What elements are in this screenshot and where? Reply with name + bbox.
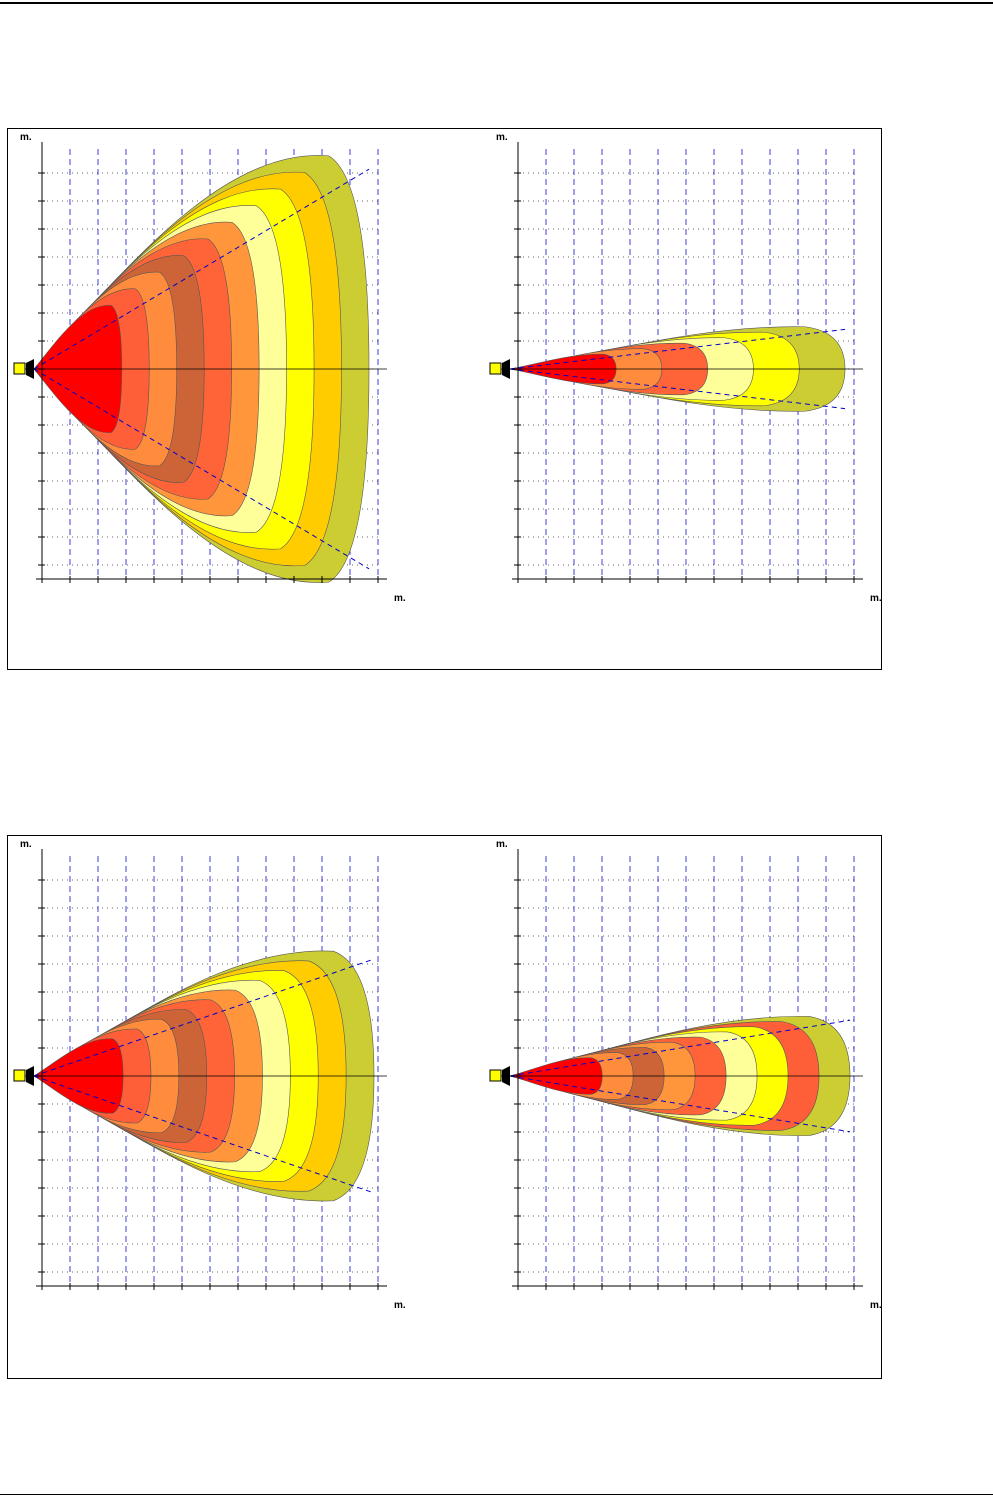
figure-1-plot-narrow-vertical-sensor (489, 362, 502, 375)
figure-1-plot-wide-horizontal-sensor-horn (26, 359, 34, 379)
figure-1-plot-narrow-vertical-y-unit-label: m. (496, 132, 508, 143)
figure-2-plot-medium-vertical-sensor-horn (502, 1066, 510, 1086)
figure-2-plot-medium-horizontal-x-unit-label: m. (394, 1300, 406, 1311)
figure-2-plot-medium-horizontal-y-unit-label: m. (20, 839, 32, 850)
figure-1-plot-wide-horizontal: m. m. (13, 132, 406, 604)
figure-2-plot-medium-horizontal-envelope-top (33, 958, 375, 1077)
figure-2-plot-medium-vertical-y-unit-label: m. (496, 839, 508, 850)
bottom-rule (0, 1494, 993, 1495)
figure-2-plot-medium-horizontal: m. m. (13, 839, 406, 1311)
figure-1-svg: m. m. m. m. (13, 132, 881, 604)
figure-2-plot-medium-horizontal-sensor-horn (26, 1066, 34, 1086)
figure-1-plot-narrow-vertical-x-unit-label: m. (870, 593, 881, 604)
figure-1-plot-wide-horizontal-envelope-top (33, 168, 370, 370)
figure-2-svg: m. m. m. m. (13, 839, 881, 1311)
figure-1-plot-wide-horizontal-sensor (13, 362, 26, 375)
figure-1-plot-wide-horizontal-y-unit-label: m. (20, 132, 32, 143)
figure-2-panel: m. m. m. m. (7, 835, 882, 1379)
figure-2-plot-medium-vertical-sensor (489, 1069, 502, 1082)
figure-2-plot-medium-vertical: m. m. (489, 839, 881, 1311)
figure-2-plot-medium-vertical-envelope-top (509, 1019, 851, 1077)
figure-1-plot-wide-horizontal-envelope-bottom (33, 368, 370, 570)
figure-1-plot-narrow-vertical-envelope-bottom (509, 368, 846, 410)
figure-2-plot-medium-vertical-envelope-bottom (509, 1075, 851, 1133)
figure-2-plot-medium-horizontal-sensor (13, 1069, 26, 1082)
figure-2-plot-medium-vertical-x-unit-label: m. (870, 1300, 881, 1311)
figure-1-plot-narrow-vertical-envelope-top (509, 328, 846, 370)
figure-1-plot-wide-horizontal-x-unit-label: m. (394, 593, 406, 604)
figure-1-panel: m. m. m. m. (7, 128, 882, 670)
figure-1-plot-narrow-vertical: m. m. (489, 132, 881, 604)
figure-2-plot-medium-horizontal-envelope-bottom (33, 1075, 375, 1194)
figure-1-plot-narrow-vertical-sensor-horn (502, 359, 510, 379)
top-rule (0, 2, 993, 4)
